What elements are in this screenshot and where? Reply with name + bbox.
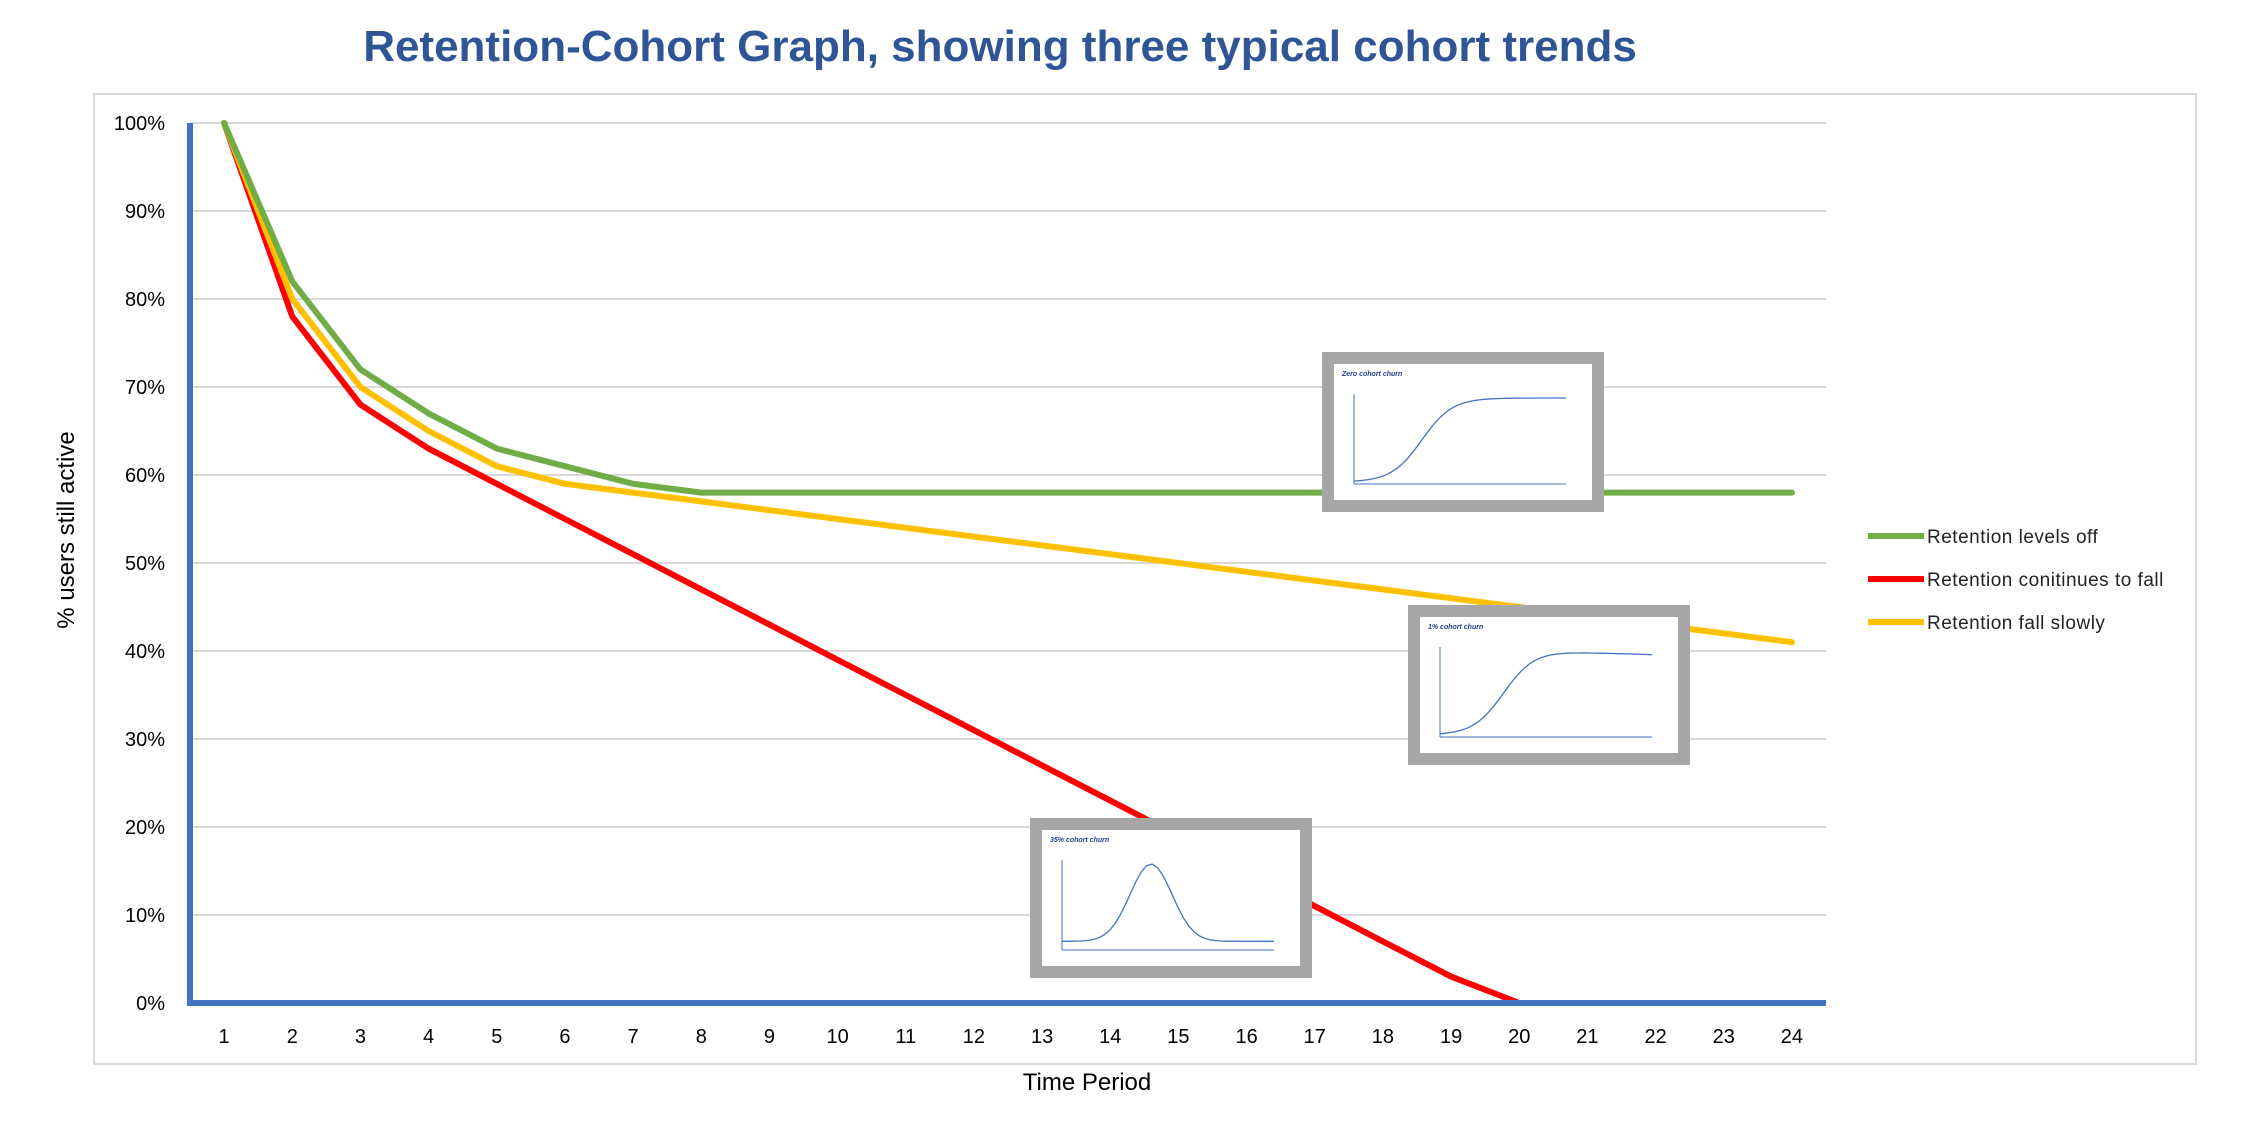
x-tick-label: 12 (963, 1026, 985, 1048)
y-tick-label: 10% (125, 905, 165, 927)
inset-curve (1353, 397, 1566, 482)
x-tick-label: 1 (219, 1026, 230, 1048)
inset-panel (1334, 364, 1592, 500)
inset-curve (1439, 652, 1653, 735)
gridlines (190, 122, 1826, 916)
inset-title: 1% cohort churn (1428, 624, 1483, 631)
x-tick-label: 22 (1644, 1026, 1666, 1048)
x-tick-label: 10 (826, 1026, 848, 1048)
y-tick-label: 40% (125, 641, 165, 663)
y-tick-label: 60% (125, 465, 165, 487)
x-tick-label: 7 (628, 1026, 639, 1048)
y-tick-label: 70% (125, 377, 165, 399)
chart-area-border (93, 93, 2197, 1065)
x-tick-label: 6 (559, 1026, 570, 1048)
inset-panel (1042, 830, 1300, 966)
y-tick-label: 0% (136, 993, 165, 1015)
x-tick-label: 20 (1508, 1026, 1530, 1048)
x-tick-label: 8 (696, 1026, 707, 1048)
x-tick-label: 14 (1099, 1026, 1121, 1048)
x-tick-label: 18 (1372, 1026, 1394, 1048)
x-tick-label: 2 (287, 1026, 298, 1048)
legend-label: Retention conitinues to fall (1927, 570, 2164, 591)
x-tick-label: 9 (764, 1026, 775, 1048)
x-tick-label: 24 (1781, 1026, 1803, 1048)
x-tick-label: 5 (491, 1026, 502, 1048)
x-tick-label: 17 (1304, 1026, 1326, 1048)
y-tick-label: 50% (125, 553, 165, 575)
inset-thumbnails: Zero cohort churn 1% cohort churn 35% coho… (1030, 352, 1690, 978)
x-tick-label: 16 (1235, 1026, 1257, 1048)
x-tick-label: 19 (1440, 1026, 1462, 1048)
inset-thumbnail-2: 1% cohort churn (1408, 605, 1690, 765)
x-tick-label: 23 (1713, 1026, 1735, 1048)
y-tick-label: 80% (125, 289, 165, 311)
inset-curve (1062, 863, 1274, 942)
y-tick-label: 100% (114, 113, 165, 135)
x-axis-title: Time Period (1023, 1069, 1151, 1096)
inset-panel (1420, 617, 1678, 753)
x-tick-label: 3 (355, 1026, 366, 1048)
x-tick-label: 13 (1031, 1026, 1053, 1048)
inset-thumbnail-3: 35% cohort churn (1030, 818, 1312, 978)
x-tick-label: 4 (423, 1026, 434, 1048)
inset-thumbnail-1: Zero cohort churn (1322, 352, 1604, 512)
axes (187, 123, 1826, 1006)
x-tick-label: 11 (895, 1026, 916, 1048)
inset-title: Zero cohort churn (1341, 371, 1402, 378)
inset-title: 35% cohort churn (1050, 837, 1109, 844)
legend-label: Retention fall slowly (1927, 613, 2105, 634)
x-tick-label: 15 (1167, 1026, 1189, 1048)
tick-labels: 0%10%20%30%40%50%60%70%80%90%100%1 2 3 4 5 6 7… (114, 113, 1803, 1048)
legend-label: Retention levels off (1927, 527, 2098, 548)
legend: Retention levels off Retention conitinues… (1868, 527, 2164, 634)
y-tick-label: 30% (125, 729, 165, 751)
chart-title: Retention-Cohort Graph, showing three ty… (363, 22, 1637, 71)
y-tick-label: 90% (125, 201, 165, 223)
y-axis-title: % users still active (53, 431, 80, 628)
x-tick-label: 21 (1576, 1026, 1598, 1048)
y-tick-label: 20% (125, 817, 165, 839)
